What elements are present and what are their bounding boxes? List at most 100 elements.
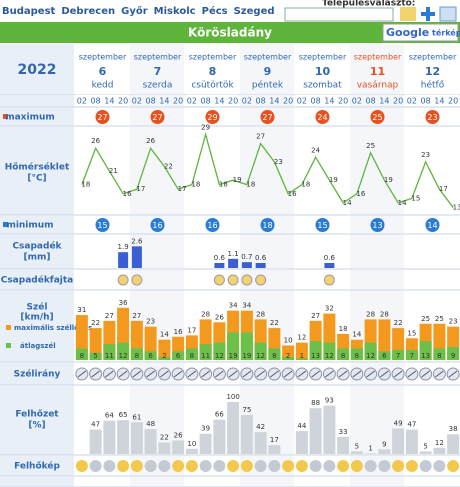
temperature-label: 18	[246, 181, 255, 189]
hour-label: 02	[187, 97, 197, 106]
hour-label: 20	[228, 97, 238, 106]
wind-gust-label: 27	[132, 312, 141, 320]
row-label: minimum	[6, 221, 53, 231]
temperature-label: 19	[329, 176, 338, 184]
temp-badge	[425, 110, 440, 124]
city-tab[interactable]: Budapest	[2, 6, 56, 17]
hour-label: 14	[434, 97, 444, 106]
day-cell	[350, 270, 404, 290]
wind-avg-label: 13	[421, 352, 430, 360]
row-label: Csapadékfajta	[1, 275, 74, 286]
cloud-icon	[337, 460, 350, 472]
city-tab[interactable]: Szeged	[234, 6, 275, 17]
day-month: szeptember	[409, 53, 457, 62]
temp-badge	[150, 218, 165, 232]
day-month: szeptember	[244, 53, 292, 62]
location-input[interactable]	[284, 7, 394, 22]
gust-legend	[6, 325, 11, 330]
label-cell	[0, 363, 74, 385]
wind-avg-label: 8	[80, 352, 84, 360]
day-cell	[240, 270, 294, 290]
table-icon[interactable]	[439, 6, 457, 22]
add-icon[interactable]	[421, 7, 435, 21]
wind-avg-label: 8	[135, 352, 139, 360]
wind-avg-bar	[447, 346, 460, 360]
day-cell	[130, 44, 184, 95]
wind-avg-label: 2	[286, 352, 290, 360]
title-bar	[0, 22, 460, 43]
temperature-label: 18	[301, 181, 310, 189]
wind-gust-label: 28	[380, 310, 389, 318]
day-month: szeptember	[299, 53, 347, 62]
temp-badge-value: 18	[262, 221, 272, 230]
temp-badge	[315, 110, 330, 124]
temperature-label: 25	[366, 142, 375, 150]
wind-direction-arrow	[297, 370, 307, 378]
row-label: Szél	[27, 302, 48, 313]
wind-avg-bar	[295, 358, 308, 360]
wind-direction-arrow	[393, 370, 403, 378]
day-cell	[405, 44, 459, 95]
cloud-icon	[103, 460, 116, 472]
temperature-label: 19	[384, 176, 393, 184]
precip-bar	[324, 263, 335, 268]
cloud-icon	[378, 460, 391, 472]
wind-avg-label: 13	[311, 352, 320, 360]
day-month: szeptember	[189, 53, 237, 62]
city-tab[interactable]: Miskolc	[154, 6, 196, 17]
city-tab[interactable]: Pécs	[202, 5, 228, 17]
wind-direction-arrow	[77, 370, 87, 378]
temperature-label: 17	[439, 185, 448, 193]
wind-avg-bar	[419, 341, 432, 360]
city-tab[interactable]: Debrecen	[61, 6, 115, 17]
wind-gust-label: 27	[105, 312, 114, 320]
wind-gust-label: 14	[352, 331, 361, 339]
wind-avg-bar	[433, 348, 446, 360]
city-tab[interactable]: Győr	[121, 5, 148, 17]
cloud-label: 48	[146, 420, 155, 428]
temp-badge-value: 16	[152, 221, 162, 230]
wind-direction-arrow	[421, 370, 430, 378]
wind-gust-label: 31	[77, 306, 86, 314]
wind-direction-arrow	[201, 370, 210, 378]
map-brand: Google	[386, 26, 429, 39]
day-cell	[295, 235, 349, 269]
wind-direction-arrow	[132, 370, 142, 378]
day-cell	[185, 270, 239, 290]
wind-gust-label: 34	[229, 302, 238, 310]
cloud-label: 39	[201, 425, 210, 433]
precip-type-icon	[227, 274, 239, 286]
wind-gust-label: 14	[160, 331, 169, 339]
cloud-label: 12	[435, 439, 444, 447]
wind-avg-label: 6	[148, 352, 153, 360]
cloud-bar	[185, 448, 198, 454]
day-cell	[130, 270, 184, 290]
weekday: péntek	[252, 80, 284, 91]
wind-direction-arrow	[448, 370, 458, 378]
precip-label: 0.6	[324, 254, 336, 262]
map-button[interactable]	[382, 23, 459, 42]
day-cell	[405, 270, 459, 290]
day-cell	[405, 235, 459, 269]
hour-label: 20	[448, 97, 458, 106]
cloud-icon	[158, 460, 171, 472]
wind-direction-arrow	[228, 370, 238, 378]
favorite-icon[interactable]	[400, 7, 416, 21]
cloud-label: 93	[325, 397, 334, 405]
precip-label: 0.6	[255, 254, 267, 262]
cloud-label: 38	[449, 425, 458, 433]
cloud-icon	[144, 460, 157, 472]
wind-gust-bar	[282, 345, 295, 360]
day-cell	[75, 456, 129, 476]
day-cell	[240, 456, 294, 476]
year: 2022	[18, 62, 57, 78]
temperature-label: 23	[274, 158, 283, 166]
precip-type-icon	[255, 274, 267, 286]
gust-legend-label: maximális széllökés	[14, 324, 92, 332]
precip-label: 0.6	[214, 254, 226, 262]
wind-avg-label: 11	[201, 352, 210, 360]
temperature-label: 26	[91, 137, 100, 145]
wind-gust-label: 28	[366, 310, 375, 318]
row-label: Szélirány	[14, 369, 61, 380]
wind-gust-label: 34	[242, 302, 251, 310]
